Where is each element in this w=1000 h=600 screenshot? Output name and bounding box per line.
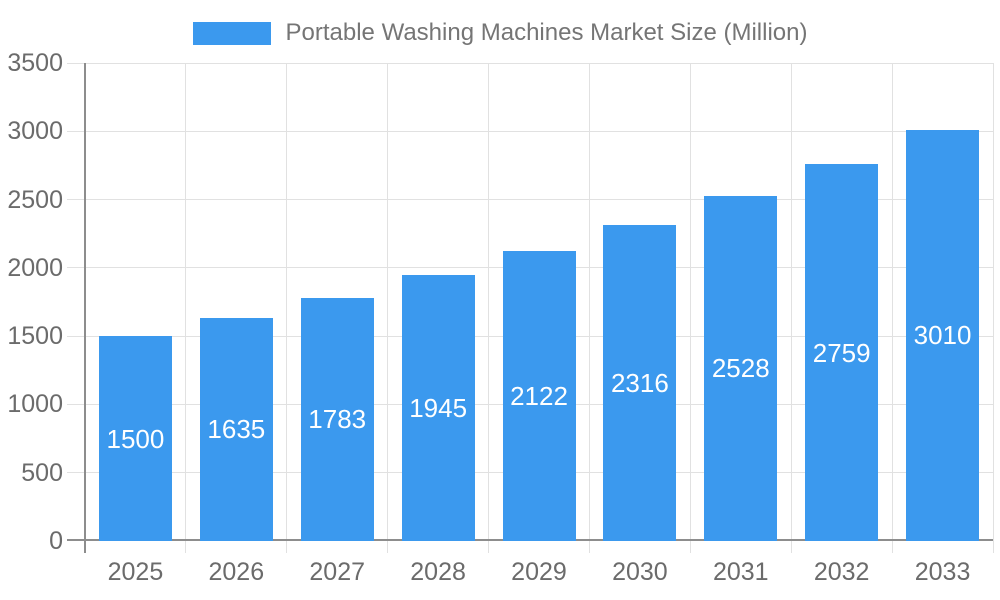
x-tick-label: 2028 [410,558,466,586]
bar-value-label: 2316 [610,367,669,398]
vertical-gridline [790,63,792,553]
bar[interactable]: 2759 [805,164,879,541]
plot-area: 1500 2025 1635 2026 1783 2027 1945 2028 2122 2029… [67,62,994,586]
bar-value-label: 1635 [207,414,266,445]
bar-value-label: 1500 [106,423,165,454]
vertical-gridline [588,63,590,553]
vertical-gridline [286,63,288,553]
x-tick-label: 2030 [612,558,668,586]
bar-value-label: 2759 [812,337,871,368]
y-tick-label: 500 [21,458,63,487]
vertical-gridline [488,63,490,553]
horizontal-gridline [67,199,993,201]
y-tick-label: 0 [49,527,63,555]
legend-swatch-icon [192,21,271,45]
vertical-gridline [992,63,994,553]
y-tick-label: 1000 [7,390,63,419]
y-tick-label: 1500 [7,322,63,351]
chart-legend-item[interactable]: Portable Washing Machines Market Size (M… [0,19,1000,47]
x-tick-label: 2029 [511,558,567,586]
x-tick-label: 2027 [309,558,366,586]
bar-value-label: 3010 [913,320,972,351]
y-tick-label: 3000 [7,117,63,146]
bar[interactable]: 1500 [98,336,172,541]
vertical-gridline [387,63,389,553]
bar-value-label: 1945 [409,393,468,424]
bar-value-label: 2122 [510,381,568,412]
x-tick-label: 2033 [914,558,971,586]
vertical-gridline [689,63,691,553]
horizontal-gridline [67,62,993,64]
legend-label: Portable Washing Machines Market Size (M… [285,19,808,46]
x-tick-label: 2032 [813,558,870,586]
bar[interactable]: 1945 [401,275,475,541]
y-tick-label: 2500 [7,185,63,214]
y-tick-label: 3500 [7,49,63,77]
bar-value-label: 1783 [308,404,367,435]
horizontal-gridline [67,130,993,132]
bar[interactable]: 2316 [603,224,677,541]
bar[interactable]: 1635 [199,317,273,541]
bar[interactable]: 1783 [300,297,374,541]
bar[interactable]: 2122 [502,251,576,541]
vertical-gridline [185,63,187,553]
vertical-gridline [891,63,893,553]
x-tick-label: 2031 [712,558,769,586]
bar[interactable]: 3010 [906,129,980,541]
y-tick-label: 2000 [7,253,63,282]
bar[interactable]: 2528 [704,195,778,541]
bar-value-label: 2528 [711,353,770,384]
x-tick-label: 2025 [107,558,164,586]
y-axis-line [84,63,86,553]
x-tick-label: 2026 [208,558,265,586]
